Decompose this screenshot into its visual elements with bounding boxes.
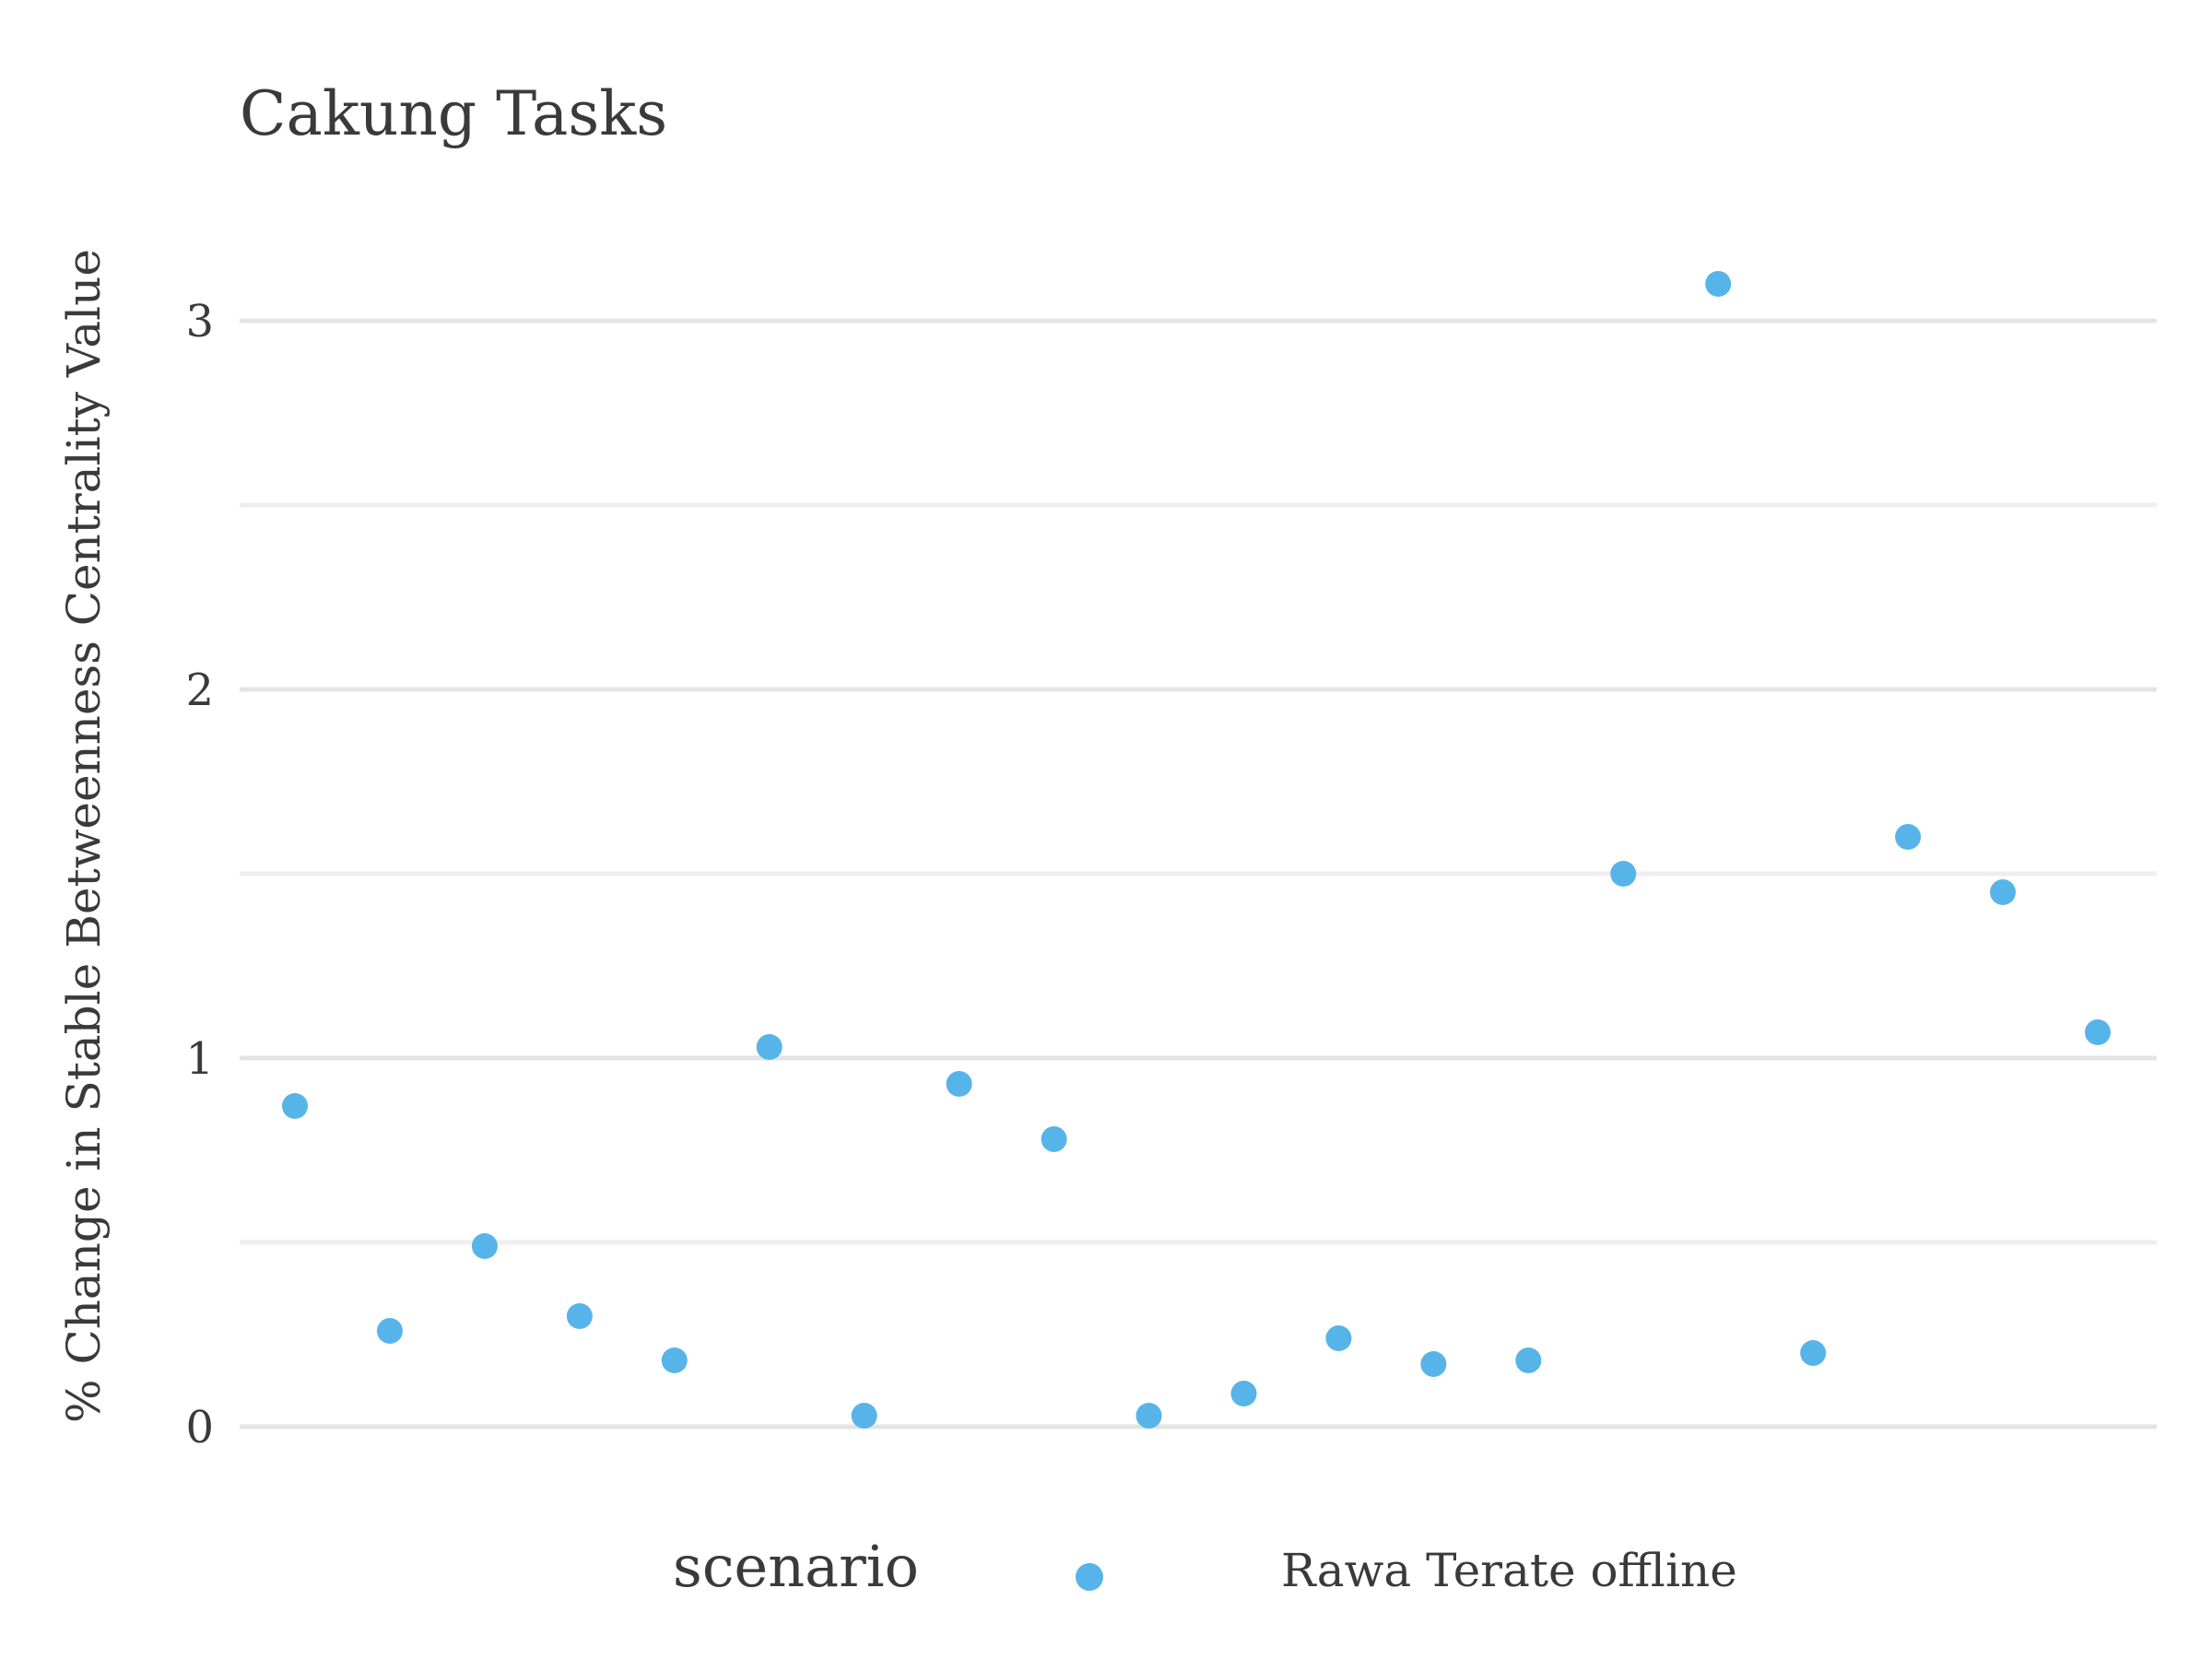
y-tick-label: 2 — [185, 665, 214, 716]
data-point — [1041, 1126, 1067, 1152]
data-point — [851, 1403, 877, 1429]
data-point — [661, 1347, 688, 1373]
data-point — [1420, 1351, 1447, 1377]
data-point — [1990, 879, 2017, 905]
chart-title: Cakung Tasks — [240, 78, 667, 149]
data-point — [1800, 1340, 1827, 1366]
data-point — [471, 1233, 498, 1259]
grid-layer — [240, 318, 2157, 1430]
data-point — [1230, 1381, 1257, 1406]
data-points — [282, 271, 2111, 1429]
y-axis-label: % Change in Stable Betweenness Centralit… — [57, 249, 111, 1423]
data-point — [1895, 824, 1922, 850]
data-point — [1705, 271, 1732, 297]
data-point — [756, 1034, 782, 1060]
data-point — [1515, 1347, 1542, 1373]
legend: scenario Rawa Terate offline — [673, 1533, 1737, 1600]
data-point — [566, 1303, 593, 1329]
legend-title: scenario — [673, 1533, 919, 1600]
data-point — [1135, 1403, 1162, 1429]
data-point — [282, 1093, 308, 1119]
data-point — [376, 1318, 403, 1344]
data-point — [1610, 861, 1637, 887]
legend-label-rawa-terate-offline: Rawa Terate offline — [1281, 1544, 1737, 1597]
data-point — [2085, 1019, 2111, 1045]
legend-swatch-rawa-terate-offline — [1076, 1563, 1103, 1591]
data-point — [1325, 1325, 1352, 1351]
y-tick-label: 3 — [185, 296, 214, 347]
y-tick-label: 0 — [185, 1402, 214, 1453]
y-tick-label: 1 — [185, 1033, 214, 1085]
data-point — [946, 1071, 972, 1097]
y-tick-labels: 0 1 2 3 — [185, 296, 214, 1453]
